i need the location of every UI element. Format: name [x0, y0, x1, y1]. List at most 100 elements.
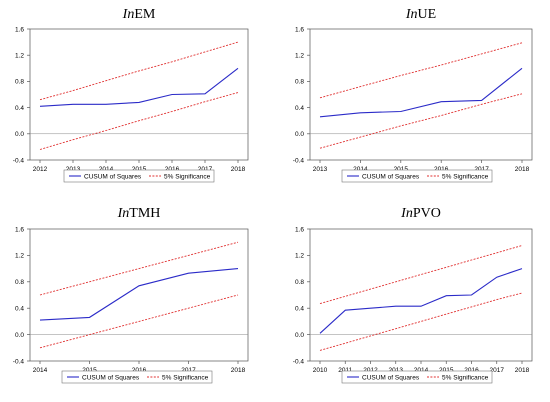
- plot-frame: [309, 228, 533, 362]
- legend-box: [341, 370, 493, 384]
- y-tick-label: 1.2: [15, 53, 24, 60]
- y-tick-label: 0.4: [15, 306, 24, 313]
- significance-upper-line: [39, 241, 239, 296]
- y-tick-label: 0.4: [295, 306, 304, 313]
- x-tick-label: 2015: [82, 367, 97, 374]
- x-tick-label: 2018: [231, 367, 246, 374]
- y-tick-label: 0.4: [295, 105, 304, 112]
- chart-title: InPVO: [400, 206, 441, 221]
- chart-title-prefix: In: [405, 7, 418, 22]
- significance-lower-line: [39, 92, 239, 150]
- x-tick-label: 2014: [353, 166, 368, 173]
- y-tick-label: 0.8: [15, 79, 24, 86]
- x-tick-label: 2017: [181, 367, 196, 374]
- x-tick-label: 2014: [414, 367, 429, 374]
- x-tick-label: 2017: [474, 166, 489, 173]
- chart-title-prefix: In: [122, 7, 135, 22]
- legend-significance-label: 5% Significance: [442, 375, 489, 382]
- legend: CUSUM of Squares 5% Significance: [61, 370, 213, 384]
- x-tick-label: 2017: [490, 367, 505, 374]
- y-tick-label: 0.4: [15, 105, 24, 112]
- x-tick-label: 2014: [99, 166, 114, 173]
- legend-significance-label: 5% Significance: [162, 375, 209, 382]
- x-tick-label: 2013: [66, 166, 81, 173]
- chart-title: InUE: [405, 7, 436, 22]
- plot-frame: [309, 28, 533, 161]
- plot-frame: [29, 28, 249, 161]
- x-tick-label: 2013: [389, 367, 404, 374]
- cusum-series-line: [39, 67, 239, 107]
- cusum-series-line: [319, 67, 523, 118]
- x-tick-label: 2015: [439, 367, 454, 374]
- x-tick-label: 2016: [434, 166, 449, 173]
- x-tick-label: 2013: [313, 166, 328, 173]
- chart-title-main: PVO: [413, 206, 441, 221]
- y-tick-label: 1.6: [15, 226, 24, 233]
- chart-title: InEM: [122, 7, 156, 22]
- legend-cusum-label: CUSUM of Squares: [362, 375, 420, 382]
- y-tick-label: 0.8: [295, 79, 304, 86]
- y-tick-label: 1.2: [295, 53, 304, 60]
- x-tick-label: 2018: [231, 166, 246, 173]
- chart-title-main: TMH: [129, 206, 160, 221]
- x-tick-label: 2018: [515, 166, 530, 173]
- significance-upper-line: [319, 42, 523, 99]
- legend-cusum-label: CUSUM of Squares: [84, 174, 142, 181]
- y-tick-label: 1.6: [295, 26, 304, 33]
- chart-title-main: EM: [134, 7, 156, 22]
- legend-box: [341, 169, 493, 183]
- y-tick-label: -0.4: [293, 157, 305, 164]
- significance-lower-line: [319, 292, 523, 351]
- y-tick-label: 0.0: [15, 131, 24, 138]
- significance-upper-line: [39, 41, 239, 101]
- significance-lower-line: [39, 294, 239, 349]
- x-tick-label: 2011: [338, 367, 352, 374]
- y-tick-label: 0.0: [295, 332, 304, 339]
- y-tick-label: 0.0: [295, 131, 304, 138]
- legend-box: [61, 370, 213, 384]
- x-tick-label: 2010: [313, 367, 328, 374]
- cusum-series-line: [319, 268, 523, 334]
- significance-upper-line: [319, 245, 523, 305]
- cusum-series-line: [39, 268, 239, 321]
- x-tick-label: 2016: [165, 166, 180, 173]
- chart-title-main: UE: [418, 7, 437, 22]
- x-tick-label: 2015: [132, 166, 147, 173]
- legend: CUSUM of Squares 5% Significance: [341, 169, 493, 183]
- y-tick-label: -0.4: [293, 358, 305, 365]
- y-tick-label: 1.6: [295, 226, 304, 233]
- x-tick-label: 2012: [33, 166, 48, 173]
- chart-panel-4: InPVO -0.4 0.0 0.4 0.8 1.2 1.6 2010 2011 2012 2013…: [293, 206, 533, 384]
- y-tick-label: 0.0: [15, 332, 24, 339]
- legend-significance-label: 5% Significance: [442, 174, 489, 181]
- y-tick-label: 0.8: [295, 279, 304, 286]
- y-tick-label: -0.4: [13, 358, 25, 365]
- x-tick-label: 2015: [394, 166, 409, 173]
- legend-cusum-label: CUSUM of Squares: [82, 375, 140, 382]
- x-tick-label: 2016: [464, 367, 479, 374]
- chart-panel-3: InTMH -0.4 0.0 0.4 0.8 1.2 1.6 2014 2015 2016 2017…: [13, 206, 249, 384]
- x-tick-label: 2017: [198, 166, 213, 173]
- x-tick-label: 2012: [363, 367, 378, 374]
- significance-lower-line: [319, 93, 523, 149]
- legend-cusum-label: CUSUM of Squares: [362, 174, 420, 181]
- legend: CUSUM of Squares 5% Significance: [63, 169, 215, 183]
- x-tick-label: 2016: [132, 367, 147, 374]
- legend-significance-label: 5% Significance: [164, 174, 211, 181]
- chart-title-prefix: In: [400, 206, 413, 221]
- y-tick-label: 0.8: [15, 279, 24, 286]
- chart-panel-1: InEM -0.4 0.0 0.4 0.8 1.2 1.6 2012 2013 2014 2015 2…: [13, 7, 249, 183]
- y-tick-label: 1.6: [15, 26, 24, 33]
- chart-title-prefix: In: [117, 206, 130, 221]
- y-tick-label: 1.2: [15, 253, 24, 260]
- legend-box: [63, 169, 215, 183]
- x-tick-label: 2014: [33, 367, 48, 374]
- x-tick-label: 2018: [515, 367, 530, 374]
- legend: CUSUM of Squares 5% Significance: [341, 370, 493, 384]
- y-tick-label: 1.2: [295, 253, 304, 260]
- chart-title: InTMH: [117, 206, 161, 221]
- y-tick-label: -0.4: [13, 157, 25, 164]
- plot-frame: [29, 228, 249, 362]
- chart-panel-2: InUE -0.4 0.0 0.4 0.8 1.2 1.6 2013 2014 2015 2016 2…: [293, 7, 533, 183]
